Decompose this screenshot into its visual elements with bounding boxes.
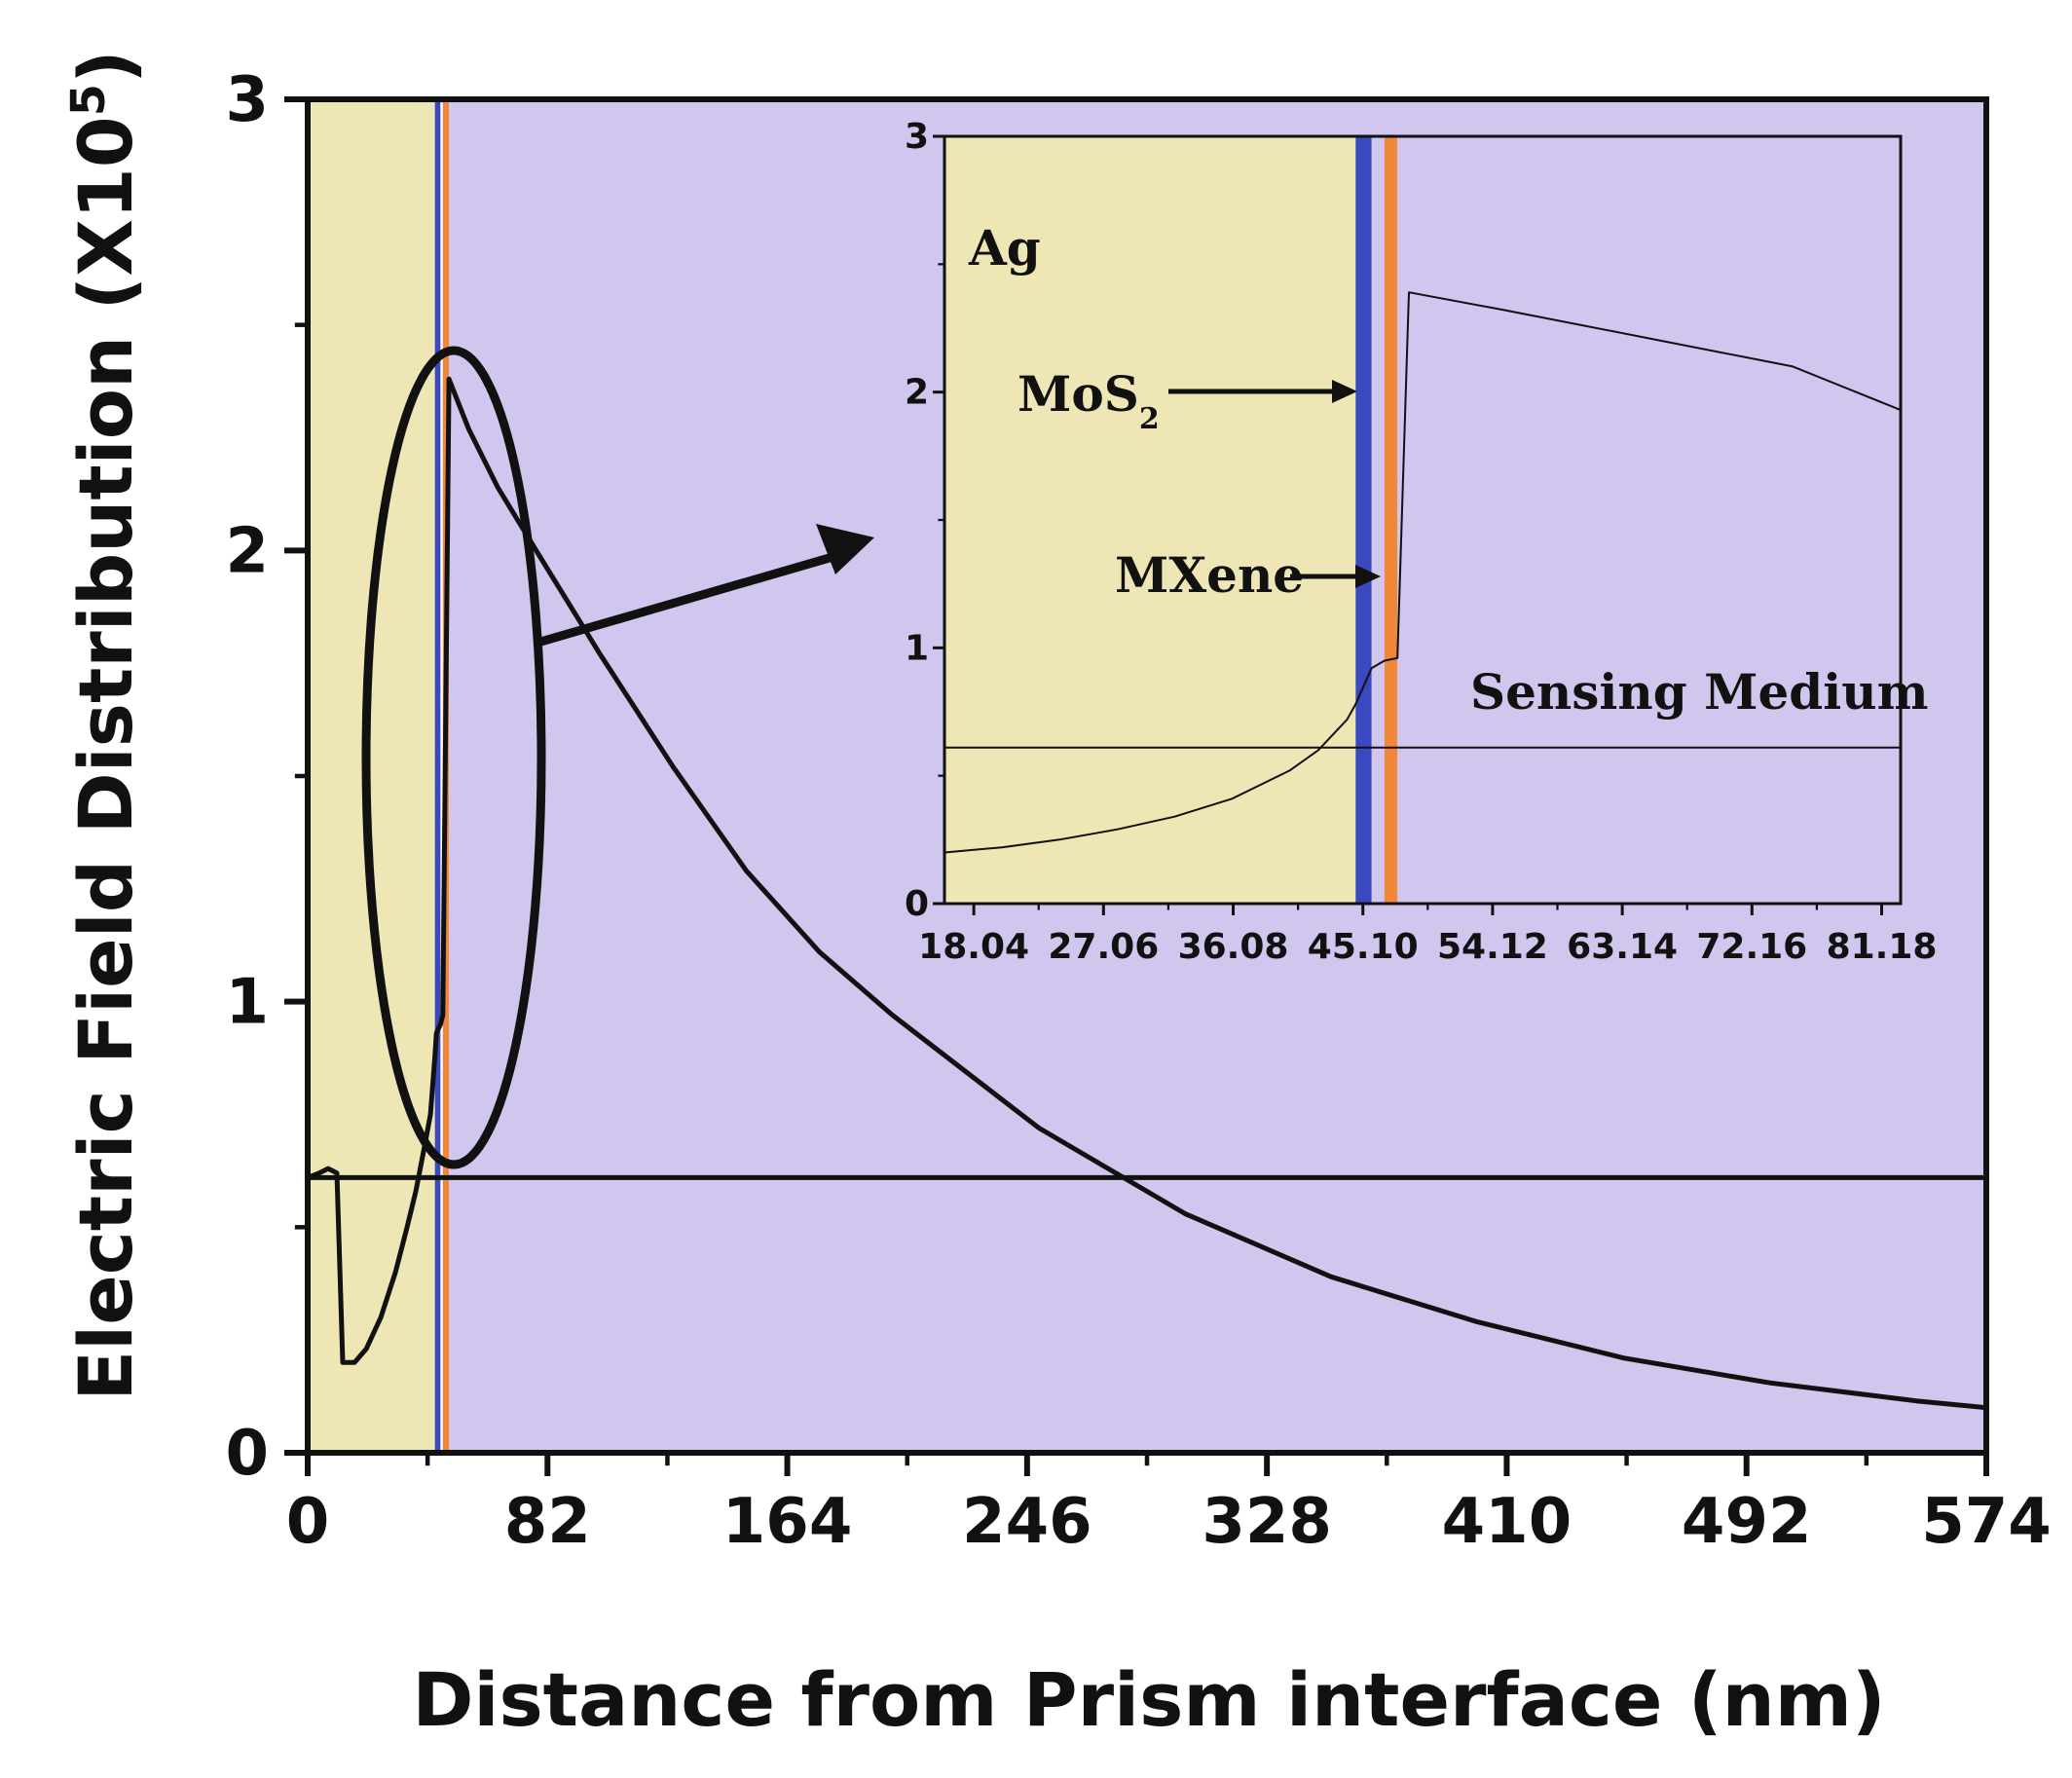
inset-region-ag (944, 136, 1356, 904)
inset-region-mos2 (1355, 136, 1372, 904)
main-y-tick-label: 3 (225, 64, 269, 136)
main-region-mos2 (434, 99, 441, 1453)
main-x-tick-label: 0 (286, 1486, 330, 1558)
main-tick-label-layer: 0 82 164 246 328 410 492 574 0 1 2 3 (225, 64, 2051, 1558)
inset-region-layer (944, 136, 1901, 904)
inset-series-electric-field-zoom (944, 291, 1902, 854)
main-x-tick-label: 574 (1921, 1486, 2052, 1558)
inset-y-tick-label: 0 (905, 884, 929, 924)
inset-plot-frame (943, 134, 1903, 906)
main-y-tick-label: 1 (225, 967, 269, 1039)
main-x-tick-label: 328 (1202, 1486, 1332, 1558)
inset-label-mos2: MoS2 (1018, 365, 1160, 436)
main-x-tick-label: 410 (1442, 1486, 1572, 1558)
inset-region-mxene (1384, 136, 1398, 904)
main-series-layer (305, 376, 1989, 1411)
inset-x-tick-label: 18.04 (918, 927, 1029, 967)
main-y-tick-label: 2 (225, 515, 269, 587)
zoom-arrow-head (816, 524, 874, 574)
y-axis-title-exponent: 5 (61, 84, 116, 116)
main-x-tick-label: 246 (962, 1486, 1092, 1558)
inset-x-tick-label: 54.12 (1437, 927, 1548, 967)
zoom-arrow-shaft (536, 550, 841, 648)
main-region-ag (308, 99, 435, 1453)
mxene-pointer-head (1355, 565, 1381, 588)
main-series-electric-field (305, 376, 1989, 1411)
zoom-region-ellipse (361, 346, 546, 1169)
inset-y-tick-label: 3 (905, 117, 929, 157)
inset-label-mos2-text: MoS (1018, 365, 1139, 423)
y-axis-title: Electric Field Distribution (X105) (61, 50, 149, 1401)
inset-x-tick-label: 27.06 (1048, 927, 1159, 967)
main-y-tick-label: 0 (225, 1418, 269, 1490)
mos2-pointer-head (1332, 380, 1357, 403)
inset-y-tick-label: 2 (905, 373, 929, 413)
inset-label-mos2-subscript: 2 (1139, 402, 1160, 436)
main-x-tick-label: 164 (722, 1486, 853, 1558)
inset-x-tick-label: 63.14 (1567, 927, 1678, 967)
inset-x-tick-label: 72.16 (1696, 927, 1807, 967)
inset-x-tick-label: 81.18 (1827, 927, 1938, 967)
inset-region-sensing-medium (1397, 136, 1901, 904)
inset-plot: 18.04 27.06 36.08 45.10 54.12 63.14 72.16 81.18… (905, 117, 1938, 967)
inset-label-sensing-medium: Sensing Medium (1470, 663, 1929, 721)
inset-y-tick-label: 1 (905, 628, 929, 668)
inset-label-mxene: MXene (1115, 546, 1304, 604)
inset-tick-layer (933, 134, 1884, 915)
y-axis-title-text: Electric Field Distribution (X10 (62, 116, 149, 1400)
main-x-tick-label: 492 (1682, 1486, 1812, 1558)
main-x-tick-label: 82 (504, 1486, 591, 1558)
inset-label-ag: Ag (968, 219, 1041, 277)
y-axis-title-close: ) (62, 50, 149, 84)
inset-x-tick-label: 36.08 (1178, 927, 1289, 967)
x-axis-title: Distance from Prism interface (nm) (412, 1656, 1885, 1743)
inset-series-layer (944, 291, 1902, 854)
inset-x-tick-label: 45.10 (1308, 927, 1419, 967)
inset-tick-label-layer: 18.04 27.06 36.08 45.10 54.12 63.14 72.16 81.18… (905, 117, 1938, 967)
main-plot-frame (305, 96, 1989, 1456)
